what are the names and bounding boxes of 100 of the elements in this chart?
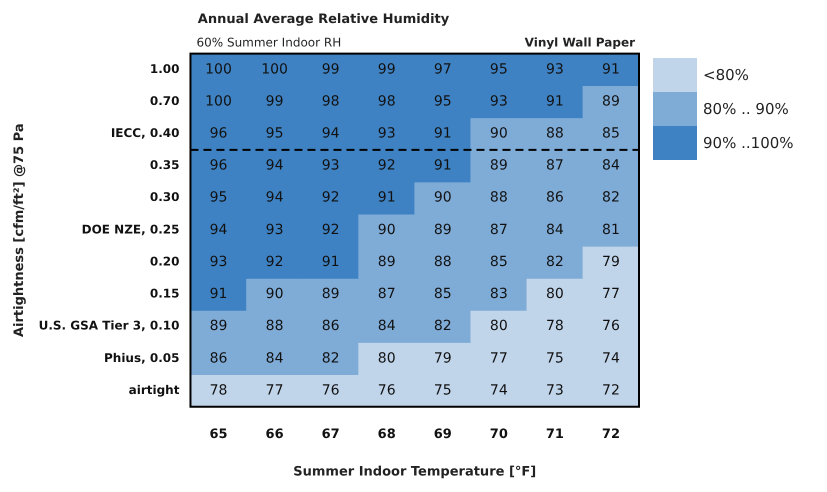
data-label: 80 [378,350,396,366]
data-label: 77 [602,286,620,302]
y-tick-label: 0.15 [150,286,180,301]
data-label: 89 [602,93,620,110]
data-label: 93 [378,126,396,142]
data-label: 100 [261,61,288,78]
x-tick-label: 72 [602,426,620,442]
data-label: 87 [378,286,396,302]
y-tick-label: 0.35 [150,158,180,172]
data-label: 94 [210,222,228,238]
data-label: 80 [490,318,508,334]
data-label: 93 [322,158,340,174]
data-label: 87 [546,158,564,174]
data-label: 91 [602,61,620,78]
data-label: 81 [602,222,620,238]
data-label: 90 [378,222,396,238]
data-label: 93 [490,93,508,110]
data-label: 90 [434,190,452,206]
data-label: 92 [322,222,340,238]
data-label: 72 [602,382,620,398]
data-label: 98 [322,93,340,110]
x-tick-label: 67 [322,426,340,442]
y-axis-title: Airtightness [cfm/ft²] @75 Pa [12,123,28,338]
x-tick-label: 68 [378,426,396,442]
data-label: 84 [546,222,564,238]
data-label: 84 [602,158,620,174]
data-label: 91 [322,254,340,270]
color-bar-label: 90% ..100% [703,134,794,152]
data-label: 82 [602,190,620,206]
data-label: 82 [546,254,564,270]
data-label: 77 [490,350,508,366]
data-label: 85 [602,126,620,142]
data-label: 91 [434,126,452,142]
data-label: 86 [546,190,564,206]
data-label: 95 [434,93,452,110]
data-label: 91 [378,190,396,206]
color-bar-label: 80% .. 90% [703,100,789,118]
data-label: 98 [378,93,396,110]
data-label: 76 [602,318,620,334]
data-label: 86 [322,318,340,334]
x-tick-label: 70 [490,426,508,442]
data-label: 78 [210,382,228,398]
data-label: 95 [210,190,228,206]
data-label: 91 [210,286,228,302]
data-label: 89 [210,318,228,334]
y-tick-label: 0.30 [150,190,180,204]
data-label: 76 [322,382,340,398]
data-label: 92 [266,254,284,270]
data-label: 84 [266,350,284,366]
y-tick-label: IECC, 0.40 [110,126,180,140]
data-label: 88 [266,318,284,334]
data-label: 93 [210,254,228,270]
data-label: 88 [490,190,508,206]
data-label: 89 [434,222,452,238]
data-label: 74 [490,382,508,398]
data-label: 92 [378,158,396,174]
data-label: 96 [210,158,228,174]
data-label: 82 [322,350,340,366]
data-label: 85 [434,286,452,302]
text: Vinyl Wall Paper [524,36,636,50]
data-label: 100 [205,61,232,78]
data-label: 77 [266,382,284,398]
color-bar-label: <80% [703,66,749,84]
data-label: 91 [434,158,452,174]
x-axis-title: Summer Indoor Temperature [°F] [293,464,536,480]
data-label: 75 [434,382,452,398]
data-label: 97 [434,61,452,78]
x-tick-label: 69 [434,426,452,442]
data-label: 94 [266,158,284,174]
data-label: 89 [378,254,396,270]
data-label: 99 [378,61,396,78]
x-tick-label: 71 [546,426,564,442]
data-label: 88 [434,254,452,270]
data-label: 93 [546,61,564,78]
data-label: 92 [322,190,340,206]
text: 60% Summer Indoor RH [196,36,342,50]
data-label: 88 [546,126,564,142]
data-label: 86 [210,350,228,366]
y-tick-label: U.S. GSA Tier 3, 0.10 [38,318,180,333]
data-label: 91 [546,93,564,110]
data-label: 99 [266,93,284,110]
data-label: 75 [546,350,564,366]
y-tick-label: DOE NZE, 0.25 [82,222,180,236]
data-label: 90 [266,286,284,302]
y-tick-label: airtight [128,382,180,397]
data-label: 95 [490,61,508,78]
data-label: 74 [602,350,620,366]
chart-title: Annual Average Relative Humidity [198,12,450,28]
data-label: 100 [205,93,232,110]
data-label: 89 [322,286,340,302]
x-tick-label: 65 [209,426,228,442]
data-label: 82 [434,318,452,334]
data-label: 79 [434,350,452,366]
data-label: 84 [378,318,396,334]
data-label: 79 [602,254,620,270]
data-label: 90 [490,126,508,142]
data-label: 78 [546,318,564,334]
data-label: 94 [322,126,340,142]
data-label: 94 [266,190,284,206]
y-tick-label: 0.70 [150,94,180,108]
